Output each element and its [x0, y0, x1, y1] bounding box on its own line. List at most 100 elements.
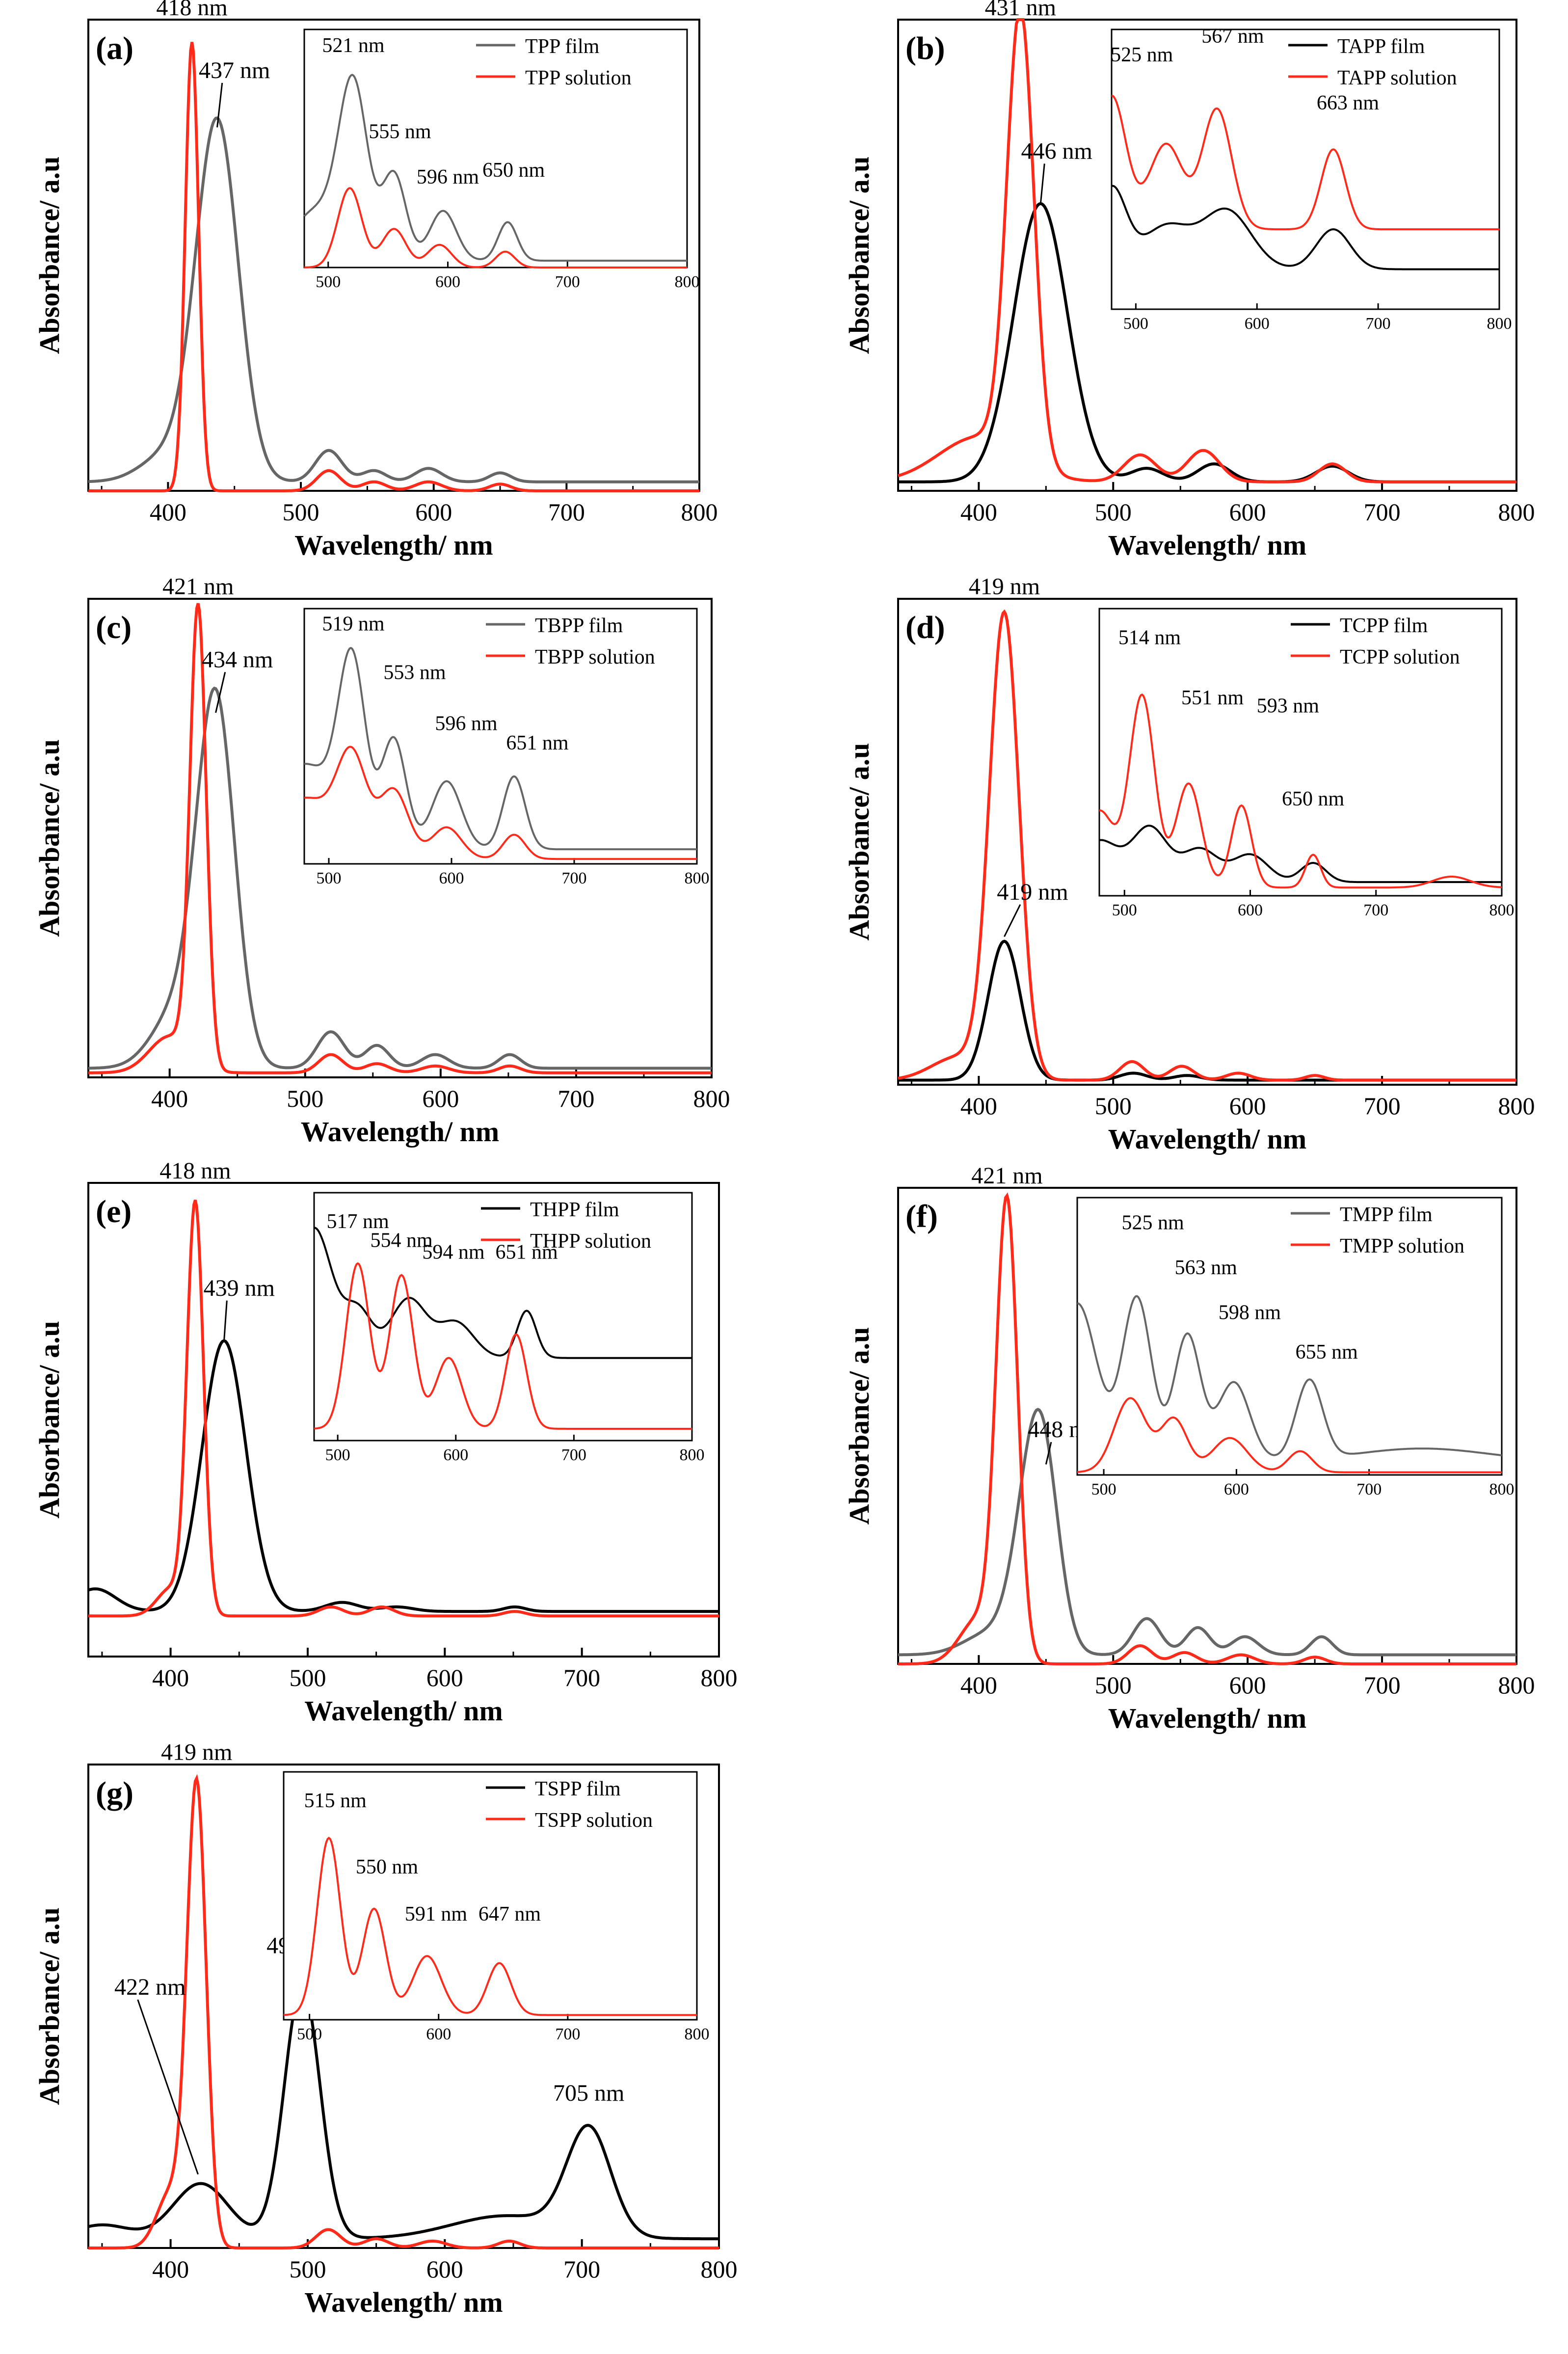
series-line-tcpp-solution — [898, 609, 1516, 1082]
peak-label: 419 nm — [997, 879, 1068, 905]
panel-label: (e) — [96, 1194, 132, 1230]
legend-label: TMPP film — [1340, 1204, 1433, 1226]
x-axis-title: Wavelength/ nm — [1108, 529, 1306, 561]
legend: TMPP film TMPP solution — [1291, 1204, 1464, 1257]
plot-frame — [897, 19, 1517, 492]
panel-label: (a) — [96, 30, 133, 66]
inset-x-tick-label: 600 — [435, 273, 460, 291]
inset-x-tick-label: 500 — [316, 273, 341, 291]
plot-frame — [897, 598, 1517, 1086]
peak-label: 437 nm — [199, 57, 270, 83]
inset-frame — [313, 1192, 693, 1442]
legend-label: TBPP film — [535, 615, 623, 637]
inset-x-tick-label: 800 — [685, 869, 710, 887]
series-line-tbpp-solution — [88, 603, 712, 1074]
x-tick-label: 500 — [283, 498, 319, 526]
inset-chart: 500 600 700 800 519 nm 553 nm 596 nm 651 nm — [303, 608, 710, 887]
legend-label: TCPP film — [1340, 615, 1428, 637]
panel-label: (f) — [905, 1199, 938, 1234]
inset-peak-label: 598 nm — [1219, 1302, 1281, 1324]
x-tick-label: 400 — [152, 1664, 189, 1691]
plot-frame — [87, 19, 700, 492]
peak-label: 434 nm — [202, 646, 273, 672]
inset-series-line-tbpp-film — [304, 646, 697, 851]
inset-peak-label: 663 nm — [1317, 92, 1380, 114]
legend-label: TSPP solution — [535, 1809, 653, 1832]
inset-peak-label: 517 nm — [326, 1210, 389, 1233]
inset-series-line-tpp-film — [303, 74, 687, 262]
inset-x-tick-label: 500 — [1112, 901, 1137, 919]
inset-x-tick-label: 800 — [675, 273, 700, 291]
panel-f: 400 500 600 700 800 Wavelength/ nm Absorbance/… — [843, 1163, 1535, 1734]
inset-peak-label: 554 nm — [370, 1230, 433, 1252]
peak-label: 439 nm — [204, 1275, 275, 1301]
y-axis-title: Absorbance/ a.u — [843, 1327, 875, 1525]
peak-label: 419 nm — [161, 1739, 232, 1766]
peak-arrow — [215, 671, 226, 713]
x-axis-title: Wavelength/ nm — [304, 1695, 503, 1727]
inset-x-tick-label: 600 — [426, 2025, 451, 2043]
x-tick-label: 500 — [289, 1664, 326, 1691]
x-tick-label: 700 — [563, 1664, 600, 1691]
legend-label: THPP film — [530, 1199, 619, 1221]
inset-x-tick-label: 600 — [443, 1446, 468, 1464]
inset-peak-label: 650 nm — [482, 159, 545, 182]
inset-x-tick-label: 600 — [1245, 315, 1270, 333]
x-tick-label: 400 — [960, 1671, 997, 1699]
x-tick-label: 400 — [150, 498, 186, 526]
x-tick-label: 700 — [558, 1085, 594, 1112]
panel-e: 400 500 600 700 800 Wavelength/ nm Absorbance/… — [33, 1158, 738, 1727]
legend-label: TPP film — [525, 35, 600, 58]
peak-label: 418 nm — [156, 0, 227, 21]
peak-arrow — [1039, 163, 1045, 204]
legend: THPP film THPP solution — [481, 1199, 651, 1253]
inset-series-line-tspp-solution — [283, 1837, 697, 2016]
inset-frame — [303, 608, 698, 865]
legend-label: TCPP solution — [1340, 646, 1460, 669]
plot-frame — [87, 598, 713, 1078]
x-tick-label: 700 — [1364, 1671, 1401, 1699]
inset-peak-label: 525 nm — [1121, 1212, 1184, 1234]
peak-label: 421 nm — [971, 1163, 1042, 1189]
x-tick-label: 400 — [151, 1085, 188, 1112]
legend-label: TAPP film — [1337, 35, 1425, 58]
x-tick-label: 800 — [701, 2255, 738, 2283]
series-line-thpp-solution — [88, 1200, 719, 1618]
x-tick-label: 500 — [287, 1085, 323, 1112]
peak-label: 422 nm — [114, 1974, 186, 2000]
inset-series-line-tpp-solution — [304, 187, 687, 268]
inset-x-tick-label: 700 — [555, 273, 580, 291]
inset-series-line-thpp-film — [314, 1227, 692, 1359]
x-tick-label: 500 — [1095, 1671, 1132, 1699]
inset-x-tick-label: 600 — [439, 869, 464, 887]
inset-frame — [303, 28, 688, 268]
legend-label: THPP solution — [530, 1230, 651, 1253]
inset-x-tick-label: 500 — [1091, 1480, 1116, 1498]
inset-peak-label: 655 nm — [1296, 1341, 1358, 1364]
peak-label: 419 nm — [969, 574, 1040, 600]
x-axis-title: Wavelength/ nm — [304, 2286, 503, 2318]
x-axis-title: Wavelength/ nm — [1108, 1702, 1306, 1734]
inset-peak-label: 596 nm — [435, 713, 498, 735]
x-tick-label: 600 — [426, 1664, 463, 1691]
panel-label: (c) — [96, 610, 132, 645]
series-line-tcpp-film — [898, 939, 1516, 1082]
inset-series-line-tmpp-solution — [1077, 1397, 1502, 1473]
plot-frame — [87, 1182, 720, 1658]
inset-x-tick-label: 600 — [1238, 901, 1263, 919]
series-line-tmpp-solution — [898, 1192, 1516, 1665]
inset-peak-label: 591 nm — [405, 1903, 468, 1926]
peak-arrow — [223, 1300, 228, 1341]
inset-x-tick-label: 700 — [555, 2025, 580, 2043]
inset-series-line-tcpp-solution — [1099, 693, 1502, 889]
x-tick-label: 700 — [1364, 1092, 1401, 1120]
inset-x-tick-label: 800 — [1489, 1480, 1515, 1498]
series-line-tpp-solution — [88, 42, 699, 492]
panel-g: 400 500 600 700 800 Wavelength/ nm Absorbance/… — [33, 1739, 738, 2318]
inset-x-tick-label: 500 — [297, 2025, 322, 2043]
series-line-thpp-film — [88, 1339, 719, 1613]
inset-chart: 500 600 700 800 525 nm 563 nm 598 nm 655 nm — [1076, 1197, 1515, 1498]
legend-label: TPP solution — [525, 67, 632, 89]
